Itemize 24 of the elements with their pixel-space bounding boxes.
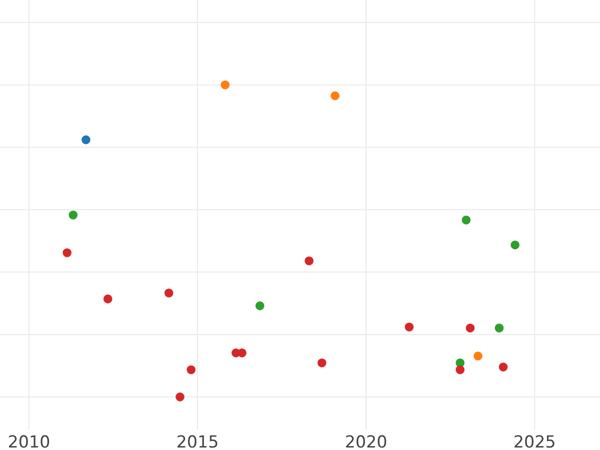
x-tick-label: 2015 (178, 435, 218, 448)
point (498, 362, 508, 372)
point (456, 365, 465, 374)
point (62, 248, 72, 258)
point (510, 240, 520, 250)
point (103, 294, 112, 304)
point (186, 365, 196, 374)
x-tick-label: 2020 (346, 435, 386, 448)
point (164, 288, 174, 298)
point (318, 358, 326, 368)
x-tick-label: 2010 (9, 435, 50, 448)
point (466, 324, 475, 332)
point (404, 322, 414, 332)
point (68, 210, 78, 220)
point (255, 301, 264, 310)
point (176, 392, 184, 402)
point (82, 135, 90, 144)
point (220, 80, 230, 90)
point (494, 324, 504, 332)
point (304, 256, 314, 266)
point (330, 91, 340, 100)
x-tick-label: 2025 (514, 435, 554, 448)
point (474, 352, 482, 360)
point (462, 216, 471, 224)
